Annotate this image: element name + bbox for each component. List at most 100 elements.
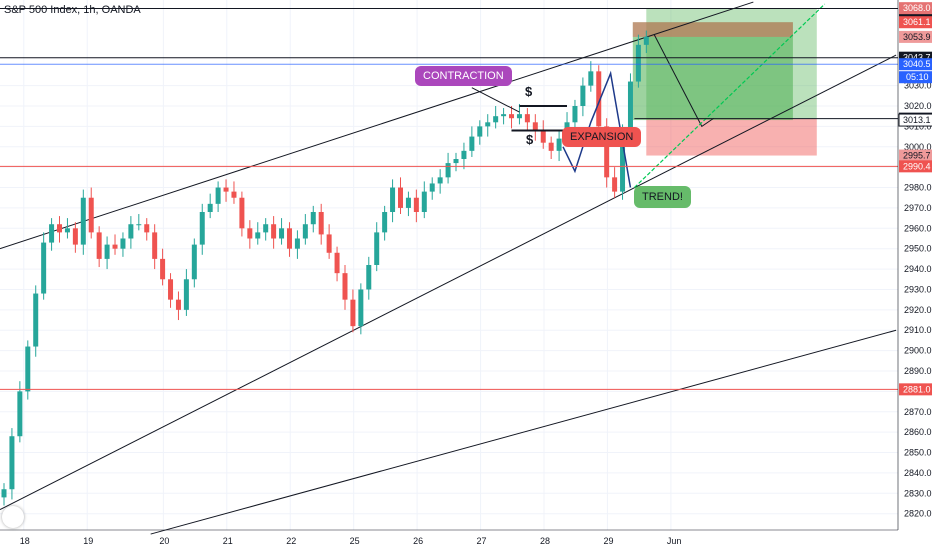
- candle-body: [469, 136, 475, 151]
- candle-body: [247, 228, 253, 239]
- tradingview-logo-icon[interactable]: [2, 506, 24, 528]
- candle-body: [596, 71, 602, 127]
- candle-body: [120, 238, 126, 249]
- candle-body: [80, 197, 86, 245]
- candle-body: [501, 114, 507, 117]
- price-badge-target_top: [899, 2, 932, 15]
- price-badge-stop: [899, 149, 932, 162]
- candle-body: [509, 114, 515, 119]
- candle-body: [643, 36, 649, 45]
- price-tick-label: 2840.0: [904, 468, 932, 478]
- time-tick-label: 22: [286, 536, 296, 546]
- candle-body: [191, 244, 197, 280]
- price-badge-support2: [899, 383, 932, 396]
- candle-body: [556, 138, 562, 151]
- candle-body: [627, 81, 633, 131]
- candle-body: [358, 289, 364, 327]
- price-badge-blue: [899, 58, 932, 71]
- time-tick-label: 18: [20, 536, 30, 546]
- candle-body: [445, 163, 451, 178]
- price-badge-text-entry: 3013.1: [903, 115, 931, 125]
- candle-body: [144, 224, 150, 233]
- candle-body: [160, 258, 166, 280]
- candle-body: [152, 232, 158, 259]
- price-badge-text-stop: 2995.7: [903, 151, 931, 161]
- price-tick-label: 3020.0: [904, 101, 932, 111]
- candle-body: [168, 279, 174, 300]
- candle-body: [437, 177, 443, 184]
- candle-body: [183, 279, 189, 310]
- price-tick-label: 2930.0: [904, 284, 932, 294]
- candle-body: [223, 187, 229, 192]
- candle-body: [231, 191, 237, 198]
- countdown-text: 05:10: [906, 72, 929, 82]
- time-tick-label: 28: [540, 536, 550, 546]
- countdown-badge: [899, 71, 932, 84]
- candle-body: [612, 177, 618, 192]
- candle-body: [382, 212, 388, 233]
- candle-body: [263, 224, 269, 233]
- candle-body: [516, 114, 522, 119]
- price-tick-label: 2910.0: [904, 325, 932, 335]
- candle-body: [175, 299, 181, 310]
- dollar-top-label: $: [525, 84, 533, 99]
- candle-body: [33, 293, 39, 347]
- candle-body: [326, 234, 332, 253]
- price-badge-text-support2: 2881.0: [903, 384, 931, 394]
- candle-body: [421, 191, 427, 212]
- price-tick-label: 3030.0: [904, 81, 932, 91]
- trend-arrow: [633, 3, 826, 188]
- candle-body: [72, 228, 78, 245]
- candle-body: [41, 242, 47, 294]
- price-tick-label: 2940.0: [904, 264, 932, 274]
- outer-channel-line: [150, 329, 897, 535]
- candle-body: [136, 224, 142, 226]
- candle-body: [96, 232, 102, 259]
- candle-body: [57, 224, 63, 233]
- candle-body: [398, 187, 403, 208]
- price-tick-label: 2890.0: [904, 366, 932, 376]
- time-tick-label: Jun: [667, 536, 682, 546]
- candle-body: [374, 232, 380, 265]
- candle-body: [572, 106, 578, 123]
- candle-body: [580, 85, 586, 106]
- candle-body: [548, 142, 554, 151]
- candle-body: [255, 232, 261, 239]
- candle-body: [461, 150, 467, 159]
- candles: [1, 30, 649, 506]
- candle-body: [88, 197, 94, 233]
- price-tick-label: 2960.0: [904, 223, 932, 233]
- candle-body: [485, 122, 491, 127]
- price-tick-label: 3000.0: [904, 142, 932, 152]
- price-tick-label: 2970.0: [904, 203, 932, 213]
- candle-body: [342, 273, 348, 300]
- price-tick-label: 2980.0: [904, 183, 932, 193]
- candle-body: [477, 126, 483, 137]
- candle-body: [279, 228, 285, 239]
- candle-body: [215, 187, 221, 204]
- price-tick-label: 2850.0: [904, 448, 932, 458]
- candle-body: [366, 265, 372, 290]
- price-badge-text-support: 2990.4: [903, 161, 931, 171]
- expansion-zigzag: [562, 70, 632, 188]
- candle-body: [302, 224, 308, 239]
- price-badge-text-target: 3061.1: [903, 17, 931, 27]
- projection-path: [653, 34, 714, 128]
- candle-body: [540, 130, 546, 143]
- chart-title: S&P 500 Index, 1h, OANDA: [4, 4, 141, 16]
- time-tick-label: 21: [223, 536, 233, 546]
- candle-body: [532, 122, 538, 131]
- drawings: [471, 3, 826, 188]
- candle-body: [199, 212, 205, 245]
- candle-body: [413, 197, 419, 212]
- candle-body: [493, 116, 499, 123]
- candle-body: [588, 71, 594, 86]
- time-tick-label: 25: [350, 536, 360, 546]
- candle-body: [17, 391, 23, 437]
- loss-zone: [646, 118, 817, 156]
- time-tick-label: 27: [477, 536, 487, 546]
- lower-channel-line: [0, 54, 897, 511]
- candle-body: [310, 212, 316, 225]
- time-tick-label: 29: [603, 536, 613, 546]
